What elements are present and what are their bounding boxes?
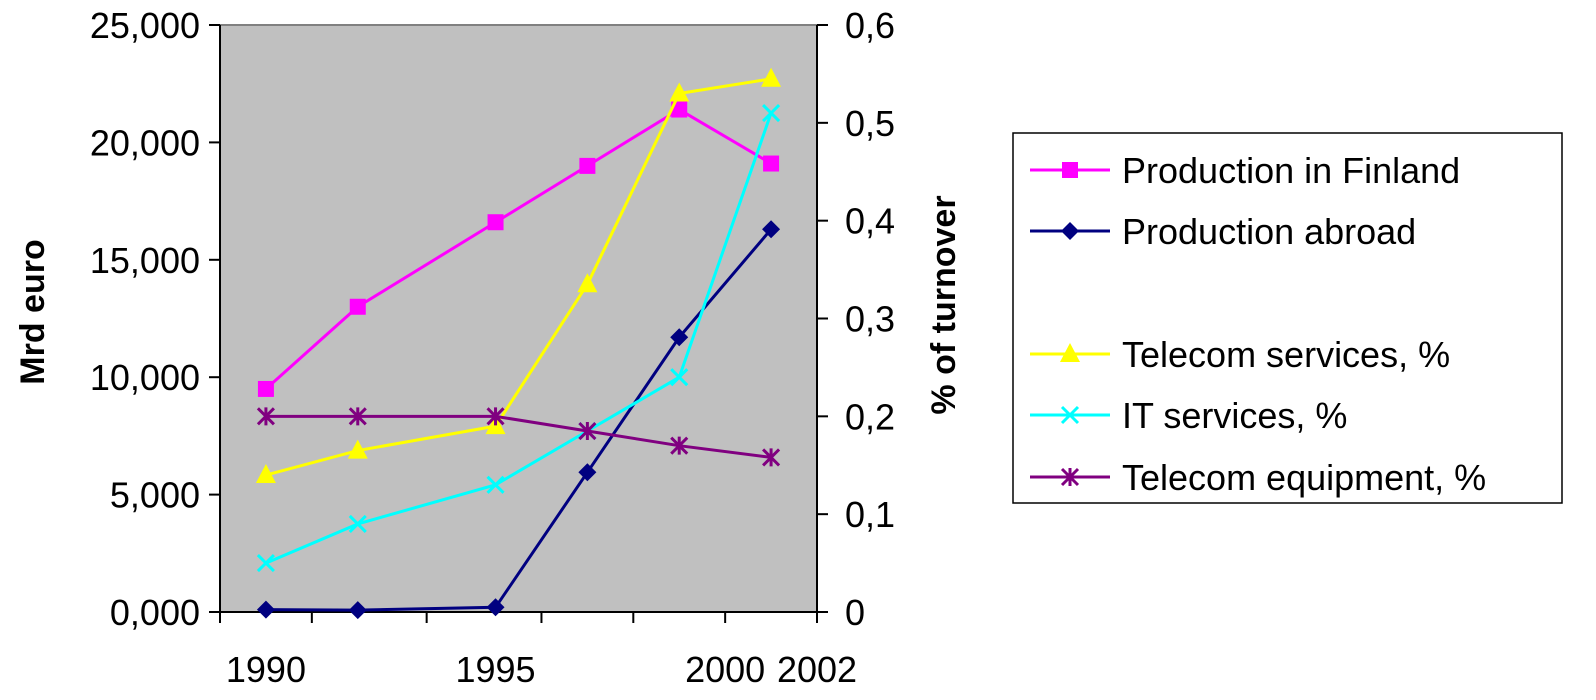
- series-point: [670, 328, 689, 347]
- legend-marker: [1062, 162, 1078, 178]
- series-line: [265, 77, 772, 477]
- series-point: [256, 600, 275, 619]
- series-point: [763, 155, 780, 172]
- series-point: [486, 407, 505, 426]
- series-point: [348, 601, 367, 620]
- series-5: [256, 407, 781, 467]
- y-right-tick-label: 0,2: [845, 396, 895, 437]
- series-point: [670, 368, 689, 387]
- legend-label: IT services, %: [1122, 395, 1347, 436]
- legend-entry: Telecom equipment, %: [1030, 457, 1486, 498]
- series-point: [349, 298, 366, 315]
- legend-box: [1012, 132, 1563, 504]
- series-point: [347, 439, 368, 459]
- legend-marker: [1060, 343, 1080, 362]
- x-tick-label: 2000: [685, 649, 765, 690]
- legend: Production in Finland Production abroad Te…: [1030, 150, 1486, 498]
- legend-label: Production in Finland: [1122, 150, 1460, 191]
- series-point: [670, 436, 689, 455]
- series-point: [486, 598, 505, 617]
- series-line: [265, 414, 772, 459]
- y-right-tick-label: 0,1: [845, 494, 895, 535]
- legend-label: Telecom services, %: [1122, 334, 1450, 375]
- y-right-tick-label: 0,4: [845, 201, 895, 242]
- x-tick-label: 1990: [226, 649, 306, 690]
- series-point: [348, 514, 367, 534]
- legend-marker: [1061, 222, 1079, 240]
- series-point: [579, 157, 596, 174]
- series-line: [265, 112, 773, 565]
- series-point: [257, 380, 274, 397]
- series-group: [255, 67, 782, 620]
- x-tick-label: 1995: [455, 649, 535, 690]
- series-point: [762, 103, 781, 123]
- y-left-tick-label: 10,000: [90, 357, 200, 398]
- plot-area: [219, 24, 818, 613]
- series-point: [256, 554, 275, 573]
- y-left-tick-label: 20,000: [90, 122, 200, 163]
- legend-marker: [1060, 467, 1080, 487]
- series-point: [762, 220, 781, 239]
- series-point: [578, 463, 597, 482]
- series-point: [578, 421, 597, 441]
- series-1: [257, 101, 780, 397]
- series-line: [264, 107, 772, 391]
- series-point: [255, 464, 276, 484]
- y-axis-left-title: Mrd euro: [14, 239, 52, 384]
- y-axis-right-title: % of turnover: [925, 195, 963, 414]
- series-point: [761, 67, 782, 87]
- series-point: [487, 214, 504, 231]
- series-point: [669, 82, 690, 102]
- y-left-tick-label: 15,000: [90, 240, 200, 281]
- x-tick-label: 2002: [777, 649, 857, 690]
- y-left-tick-label: 5,000: [110, 475, 200, 516]
- legend-entry: IT services, %: [1030, 395, 1347, 436]
- y-right-tick-label: 0,5: [845, 103, 895, 144]
- y-left-tick-label: 0,000: [110, 592, 200, 633]
- legend-marker: [1060, 405, 1080, 425]
- series-point: [577, 273, 598, 293]
- y-right-tick-label: 0,6: [845, 5, 895, 46]
- series-point: [762, 448, 781, 467]
- series-2: [256, 220, 781, 620]
- series-point: [486, 475, 505, 494]
- y-right-tick-label: 0: [845, 592, 865, 633]
- legend-entry: Production in Finland: [1030, 150, 1460, 191]
- series-point: [256, 407, 275, 426]
- series-point: [671, 101, 688, 118]
- axes: 0,000 5,000 10,000 15,000 20,000 25,000 0 0,1 0,…: [90, 5, 895, 690]
- legend-label: Production abroad: [1122, 211, 1416, 252]
- legend-label: Telecom equipment, %: [1122, 457, 1486, 498]
- legend-entry: Telecom services, %: [1030, 334, 1450, 375]
- y-right-tick-label: 0,3: [845, 299, 895, 340]
- series-line: [265, 228, 773, 612]
- legend-entry: Production abroad: [1030, 211, 1416, 252]
- series-point: [348, 407, 367, 426]
- y-left-tick-label: 25,000: [90, 5, 200, 46]
